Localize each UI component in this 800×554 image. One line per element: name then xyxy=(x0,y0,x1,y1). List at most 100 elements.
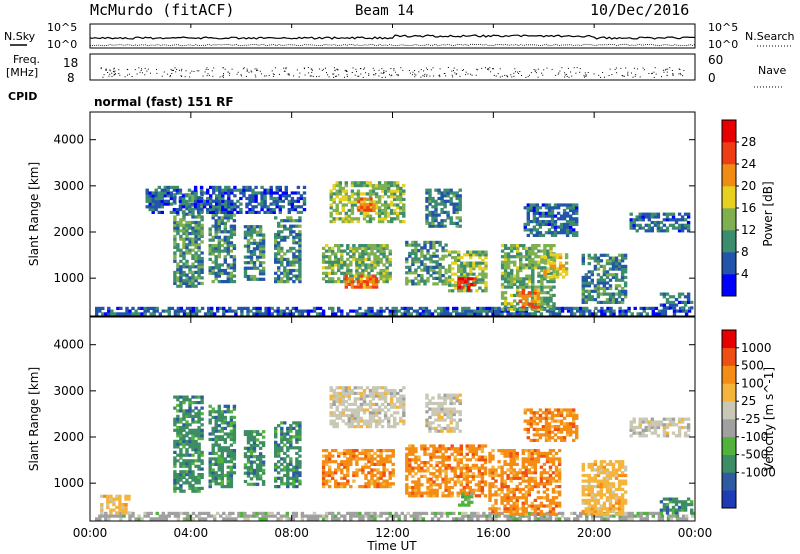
velocity-region-14 xyxy=(629,417,691,438)
velocity-panel: 1000 2000 3000 4000 Slant Range [km] 1000 50… xyxy=(27,316,776,522)
velocity-ylabel: Slant Range [km] xyxy=(27,367,41,471)
time-axis: 00:00 04:00 08:00 12:00 16:00 20:00 00:00 xyxy=(73,24,712,540)
colorbar-tick: 1000 xyxy=(741,341,772,355)
power-colorbar: 4 8 12 16 20 24 28 xyxy=(721,119,756,297)
velocity-region-7 xyxy=(329,386,406,429)
power-region-0 xyxy=(95,306,692,316)
ytick-label: 3000 xyxy=(53,384,84,398)
colorbar-tick: 4 xyxy=(741,267,749,281)
colorbar-swatch xyxy=(722,252,736,275)
nave-dots xyxy=(100,67,685,78)
velocity-region-0 xyxy=(95,511,695,521)
colorbar-swatch xyxy=(722,419,736,438)
velocity-region-1 xyxy=(100,494,131,515)
station-title: McMurdo (fitACF) xyxy=(90,1,235,19)
power-region-12 xyxy=(458,277,477,292)
power-region-14 xyxy=(500,244,556,311)
time-axis-label: Time UT xyxy=(366,539,417,553)
ytick-label: 2000 xyxy=(53,430,84,444)
xtick-label: 20:00 xyxy=(577,526,612,540)
power-region-2 xyxy=(208,199,237,284)
colorbar-tick: -1000 xyxy=(741,465,776,479)
colorbar-swatch xyxy=(722,186,736,209)
freq-nave-panel: Freq. [MHz] 18 8 60 0 Nave CPID normal (… xyxy=(6,53,786,109)
xtick-label: 12:00 xyxy=(375,526,410,540)
colorbar-swatch xyxy=(722,164,736,187)
noise-panel: N.Sky N.Search 10^5 10^0 10^5 10^0 xyxy=(4,21,795,51)
colorbar-tick: -25 xyxy=(741,412,761,426)
noise-tick-bottom-left: 10^0 xyxy=(47,38,77,51)
ytick-label: 1000 xyxy=(53,476,84,490)
colorbar-swatch xyxy=(722,208,736,231)
ytick-label: 3000 xyxy=(53,179,84,193)
velocity-colorbar: 1000 500 100 25 -25 -100 -500 -1000 xyxy=(721,329,776,509)
xtick-label: 16:00 xyxy=(476,526,511,540)
colorbar-swatch xyxy=(722,401,736,420)
velocity-region-11 xyxy=(488,449,562,516)
power-region-6 xyxy=(321,244,392,284)
velocity-region-13 xyxy=(581,460,628,516)
power-panel: 1000 2000 3000 4000 Slant Range [km] 4 8 12 16… xyxy=(27,111,775,317)
velocity-region-8 xyxy=(405,444,488,498)
freq-unit: [MHz] xyxy=(6,66,38,79)
cpid-text: normal (fast) 151 RF xyxy=(94,95,234,109)
ytick-label: 2000 xyxy=(53,225,84,239)
xtick-label: 08:00 xyxy=(274,526,309,540)
velocity-region-4 xyxy=(243,430,266,486)
xtick-label: 04:00 xyxy=(174,526,209,540)
colorbar-swatch xyxy=(722,365,736,384)
colorbar-tick: 25 xyxy=(741,394,756,408)
power-ylabel: Slant Range [km] xyxy=(27,162,41,266)
colorbar-swatch xyxy=(722,383,736,402)
velocity-region-2 xyxy=(173,395,204,493)
nsky-label: N.Sky xyxy=(4,30,36,43)
velocity-region-12 xyxy=(523,408,579,442)
velocity-region-6 xyxy=(321,449,395,489)
nave-tick-top: 60 xyxy=(708,53,723,67)
colorbar-tick: 28 xyxy=(741,135,756,149)
velocity-region-10 xyxy=(458,492,474,507)
ytick-label: 1000 xyxy=(53,271,84,285)
colorbar-tick: -500 xyxy=(741,448,768,462)
nsky-series xyxy=(89,34,696,40)
colorbar-tick: 8 xyxy=(741,245,749,259)
colorbar-swatch xyxy=(722,330,736,349)
power-region-13 xyxy=(425,188,462,228)
date-title: 10/Dec/2016 xyxy=(590,1,689,19)
colorbar-swatch xyxy=(722,274,736,297)
power-region-16 xyxy=(543,253,569,279)
freq-tick-bottom: 8 xyxy=(67,71,75,85)
colorbar-tick: 16 xyxy=(741,201,756,215)
nave-tick-bottom: 0 xyxy=(708,71,716,85)
velocity-region-9 xyxy=(425,393,462,433)
colorbar-swatch xyxy=(722,347,736,366)
power-region-5 xyxy=(274,216,302,284)
ytick-label: 4000 xyxy=(53,338,84,352)
velocity-heatmap xyxy=(95,386,695,521)
power-region-4 xyxy=(145,185,307,214)
power-region-9 xyxy=(357,197,376,212)
colorbar-swatch xyxy=(722,142,736,165)
velocity-colorbar-label: Velocity [m s^-1] xyxy=(762,367,776,471)
velocity-region-15 xyxy=(659,497,694,515)
cpid-label: CPID xyxy=(8,90,37,103)
nave-label: Nave xyxy=(758,64,786,77)
colorbar-tick: 24 xyxy=(741,157,756,171)
colorbar-tick: 12 xyxy=(741,223,756,237)
colorbar-tick: 100 xyxy=(741,376,764,390)
colorbar-swatch xyxy=(722,454,736,473)
power-colorbar-label: Power [dB] xyxy=(761,181,775,246)
colorbar-swatch xyxy=(722,490,736,509)
velocity-region-5 xyxy=(274,421,302,489)
power-region-19 xyxy=(629,212,691,233)
freq-label: Freq. xyxy=(13,53,40,66)
noise-tick-top-left: 10^5 xyxy=(47,21,77,34)
colorbar-tick: -100 xyxy=(741,430,768,444)
freq-tick-top: 18 xyxy=(63,56,78,70)
colorbar-swatch xyxy=(722,230,736,253)
power-heatmap xyxy=(95,181,694,316)
power-region-18 xyxy=(581,253,628,304)
power-region-10 xyxy=(405,240,448,286)
ytick-label: 4000 xyxy=(53,133,84,147)
nsearch-label: N.Search xyxy=(745,30,795,43)
